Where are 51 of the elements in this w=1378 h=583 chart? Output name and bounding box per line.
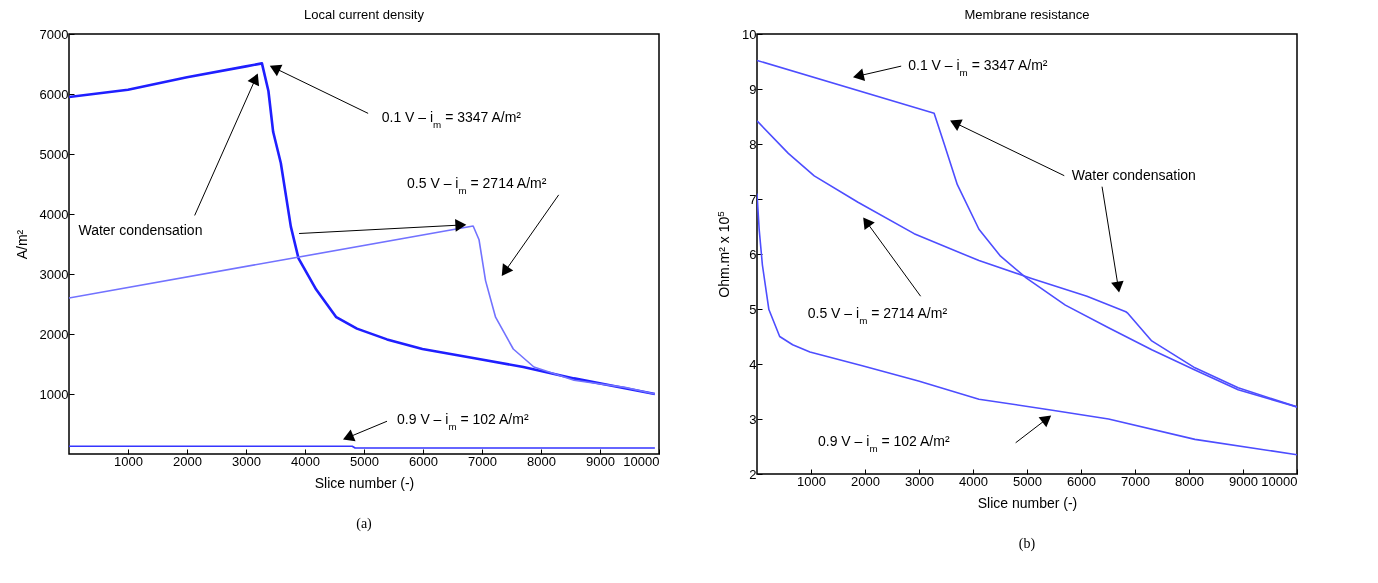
x-tick-label: 6000 (409, 453, 438, 469)
x-tick-label: 1000 (797, 473, 826, 489)
y-tick-label: 4000 (39, 206, 69, 222)
y-tick-label: 4 (749, 356, 757, 372)
x-tick-label: 9000 (1229, 473, 1258, 489)
x-tick-label: 2000 (173, 453, 202, 469)
y-axis-title: A/m² (13, 229, 30, 260)
annotation: 0.9 V – i$_{m}$ = 102 A/m² (397, 411, 529, 432)
x-tick-label: 3000 (905, 473, 934, 489)
y-tick-label: 2 (749, 466, 757, 482)
y-tick-label: 9 (749, 81, 757, 97)
x-tick-label: 9000 (586, 453, 615, 469)
y-tick-label: 5 (749, 301, 757, 317)
x-tick-label: 2000 (851, 473, 880, 489)
y-tick-label: 1000 (39, 386, 69, 402)
x-tick-label: 8000 (1175, 473, 1204, 489)
x-tick-label: 3000 (232, 453, 261, 469)
y-tick-label: 10 (742, 26, 757, 42)
x-axis-title: Slice number (-) (314, 474, 415, 491)
y-tick-label: 3 (749, 411, 757, 427)
x-tick-label: 10000 (623, 453, 660, 469)
y-tick-label: 6000 (39, 86, 69, 102)
y-tick-label: 3000 (39, 266, 69, 282)
annotation: 0.1 V – i$_{m}$ = 3347 A/m² (908, 57, 1048, 78)
x-tick-label: 4000 (959, 473, 988, 489)
y-tick-label: 7 (749, 191, 757, 207)
annotation: 0.5 V – i$_{m}$ = 2714 A/m² (407, 175, 547, 196)
x-tick-label: 7000 (468, 453, 497, 469)
annotation: Water condensation (1071, 166, 1196, 183)
chart-title: Membrane resistance (964, 7, 1090, 22)
annotation: 0.9 V – i$_{m}$ = 102 A/m² (818, 433, 950, 454)
x-tick-label: 6000 (1067, 473, 1096, 489)
y-tick-label: 5000 (39, 146, 69, 162)
y-tick-label: 7000 (39, 26, 69, 42)
x-tick-label: 5000 (350, 453, 379, 469)
annotation: 0.5 V – i$_{m}$ = 2714 A/m² (807, 305, 948, 326)
annotation: Water condensation (78, 222, 203, 239)
chart-title: Local current density (304, 7, 425, 22)
x-tick-label: 1000 (114, 453, 143, 469)
y-tick-label: 8 (749, 136, 757, 152)
annotation: 0.1 V – i$_{m}$ = 3347 A/m² (381, 109, 522, 130)
x-tick-label: 4000 (291, 453, 320, 469)
y-tick-label: 2000 (39, 326, 69, 342)
text: (a) (356, 516, 373, 532)
x-tick-label: 10000 (1261, 473, 1298, 489)
text: (b) (1018, 536, 1036, 552)
x-axis-title: Slice number (-) (977, 494, 1078, 511)
x-tick-label: 8000 (527, 453, 556, 469)
y-tick-label: 6 (749, 246, 757, 262)
x-tick-label: 7000 (1121, 473, 1150, 489)
x-tick-label: 5000 (1013, 473, 1042, 489)
